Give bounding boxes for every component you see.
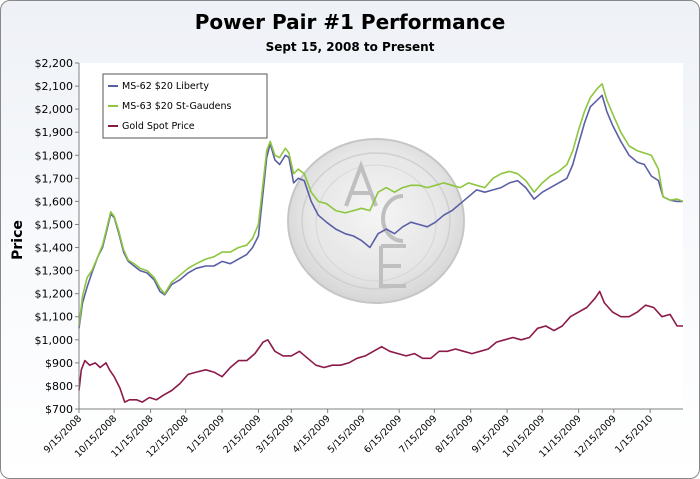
y-tick-label: $1,700 — [35, 172, 74, 185]
plot-layer — [78, 83, 684, 403]
chart-subtitle: Sept 15, 2008 to Present — [266, 40, 435, 54]
x-tick-label: 1/15/2010 — [613, 413, 655, 455]
legend-label-liberty: MS-62 $20 Liberty — [122, 81, 209, 92]
y-tick-label: $800 — [45, 380, 73, 393]
y-tick-label: $1,200 — [35, 288, 74, 301]
legend: MS-62 $20 Liberty MS-63 $20 St-Gaudens G… — [102, 73, 268, 139]
series-line-gold-spot — [78, 290, 683, 403]
y-tick-label: $1,800 — [35, 149, 74, 162]
series-line-ms62-liberty — [78, 94, 683, 329]
y-tick-label: $2,000 — [35, 103, 74, 116]
y-tick-label: $1,000 — [35, 334, 74, 347]
x-tick-label: 7/15/2009 — [397, 413, 439, 455]
x-tick-label: 5/15/2009 — [326, 413, 368, 455]
y-tick-label: $1,600 — [35, 195, 74, 208]
y-tick-label: $900 — [45, 357, 73, 370]
y-tick-label: $1,100 — [35, 311, 74, 324]
x-tick-label: 8/15/2009 — [434, 413, 476, 455]
y-tick-label: $700 — [45, 403, 73, 416]
y-tick-label: $1,300 — [35, 265, 74, 278]
y-tick-label: $1,900 — [35, 126, 74, 139]
y-tick-label: $2,200 — [35, 57, 74, 70]
chart-title: Power Pair #1 Performance — [195, 10, 506, 34]
y-tick-label: $1,500 — [35, 218, 74, 231]
y-tick-label: $1,400 — [35, 242, 74, 255]
y-axis-label: Price — [10, 220, 26, 260]
legend-label-st-gaudens: MS-63 $20 St-Gaudens — [122, 101, 232, 112]
ace-watermark-icon — [287, 138, 465, 304]
y-tick-label: $2,100 — [35, 80, 74, 93]
x-tick-label: 1/15/2009 — [185, 413, 227, 455]
legend-label-gold-spot: Gold Spot Price — [122, 121, 195, 132]
series-line-ms63-st-gaudens — [78, 83, 684, 327]
